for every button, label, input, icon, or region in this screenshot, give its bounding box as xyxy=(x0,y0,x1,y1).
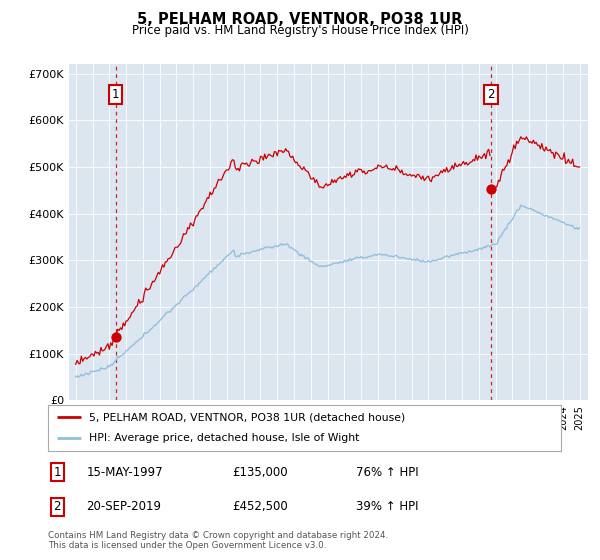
Text: 1: 1 xyxy=(53,466,61,479)
Text: 76% ↑ HPI: 76% ↑ HPI xyxy=(356,466,418,479)
Text: 5, PELHAM ROAD, VENTNOR, PO38 1UR: 5, PELHAM ROAD, VENTNOR, PO38 1UR xyxy=(137,12,463,27)
Text: £452,500: £452,500 xyxy=(233,500,289,513)
Point xyxy=(111,333,121,342)
Point xyxy=(486,185,496,194)
Text: £135,000: £135,000 xyxy=(233,466,289,479)
Text: 1: 1 xyxy=(112,88,119,101)
Text: 20-SEP-2019: 20-SEP-2019 xyxy=(86,500,161,513)
Text: Price paid vs. HM Land Registry's House Price Index (HPI): Price paid vs. HM Land Registry's House … xyxy=(131,24,469,37)
Text: 2: 2 xyxy=(487,88,494,101)
Text: 5, PELHAM ROAD, VENTNOR, PO38 1UR (detached house): 5, PELHAM ROAD, VENTNOR, PO38 1UR (detac… xyxy=(89,412,405,422)
Text: 39% ↑ HPI: 39% ↑ HPI xyxy=(356,500,418,513)
Text: HPI: Average price, detached house, Isle of Wight: HPI: Average price, detached house, Isle… xyxy=(89,433,359,444)
Text: 2: 2 xyxy=(53,500,61,513)
Text: Contains HM Land Registry data © Crown copyright and database right 2024.
This d: Contains HM Land Registry data © Crown c… xyxy=(48,531,388,550)
Text: 15-MAY-1997: 15-MAY-1997 xyxy=(86,466,163,479)
